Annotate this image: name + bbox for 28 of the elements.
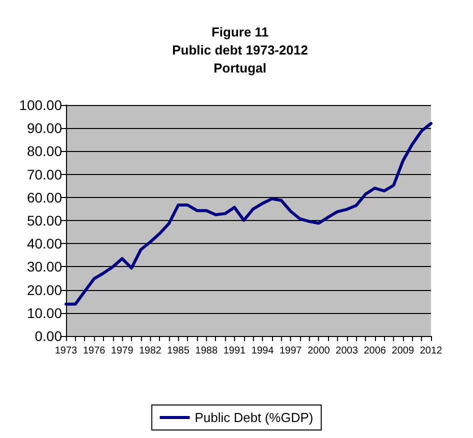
x-tick-label: 1991 [223,346,246,356]
x-tick-label: 2000 [308,346,330,356]
x-tick-label: 1982 [139,346,162,356]
line-series [64,122,432,306]
chart-title: Figure 11 Public debt 1973-2012 Portugal [172,24,308,76]
y-tick-label: 60.00 [26,189,62,206]
y-tick-label: 70.00 [26,166,62,182]
x-tick-label: 1985 [167,346,190,356]
x-tick-label: 2003 [336,346,358,356]
x-tick-label: 1997 [279,346,302,356]
x-tick-label: 1988 [195,346,218,356]
x-tick-label: 2009 [392,346,414,356]
x-tick-label: 1979 [111,346,134,356]
y-tick-label: 20.00 [26,282,62,298]
y-tick-label: 50.00 [26,212,62,228]
y-tick-label: 90.00 [26,120,62,136]
x-tick-label: 2012 [420,346,443,356]
y-tick-label: 40.00 [26,236,62,252]
y-tick-label: 100.00 [19,97,62,113]
x-tick-label: 1994 [251,346,274,356]
y-tick-label: 80.00 [26,143,62,160]
y-tick-label: 0.00 [34,328,62,344]
legend-label: Public Debt (%GDP) [194,410,314,425]
x-tick-label: 2006 [364,346,386,356]
x-tick-label: 1973 [54,346,78,356]
x-tick-label: 1976 [82,346,106,356]
y-tick-label: 10.00 [26,304,62,321]
y-tick-label: 30.00 [26,258,62,275]
